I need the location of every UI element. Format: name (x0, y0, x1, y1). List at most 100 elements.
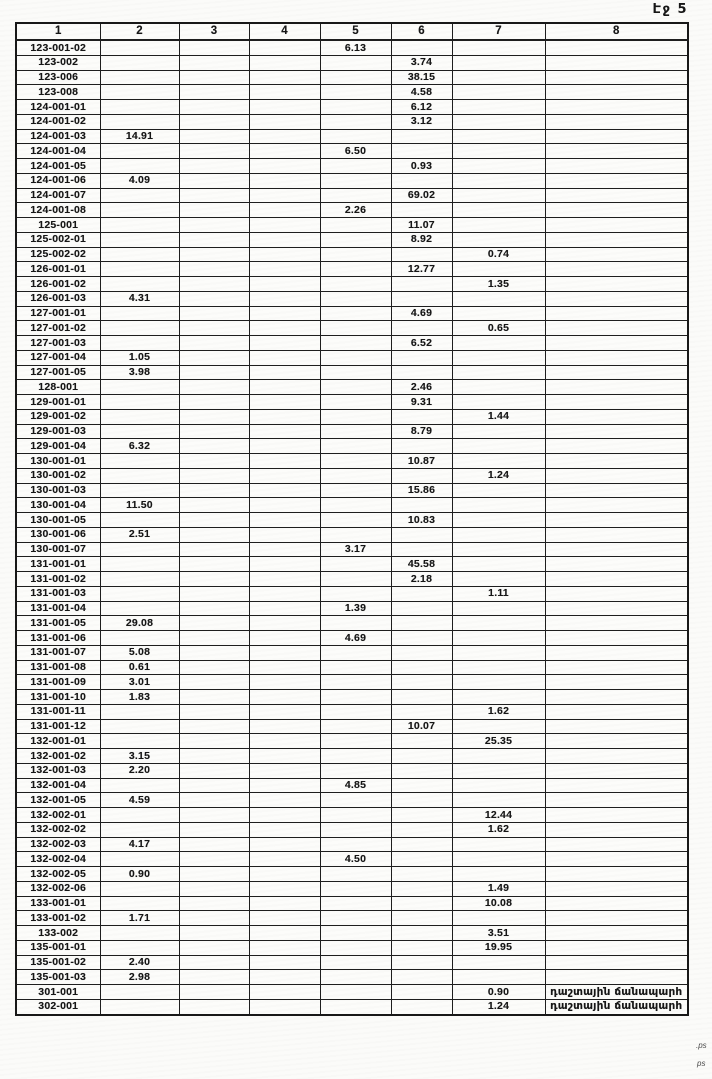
row-code-cell: 132-002-05 (15, 866, 101, 882)
value-cell (319, 644, 392, 661)
value-cell (178, 718, 250, 735)
value-cell (99, 394, 180, 410)
value-cell (248, 733, 321, 749)
value-cell (248, 984, 321, 1000)
row-code-cell: 132-001-03 (15, 762, 101, 779)
value-cell: 25.35 (451, 733, 546, 749)
value-cell (544, 158, 689, 174)
table-row: 131-001-11 1.62 (15, 703, 689, 720)
value-cell: 4.58 (390, 84, 453, 100)
table-row: 128-001 2.46 (15, 379, 689, 395)
value-cell (319, 866, 392, 882)
value-cell (248, 246, 321, 263)
value-cell (451, 851, 546, 867)
value-cell (319, 364, 392, 381)
value-cell (390, 364, 453, 381)
value-cell (544, 305, 689, 322)
value-cell (451, 158, 546, 174)
value-cell (248, 910, 321, 926)
value-cell (319, 128, 392, 145)
value-cell (178, 172, 250, 189)
table-row: 131-001-10 1.83 (15, 689, 689, 705)
value-cell (544, 408, 689, 425)
table-row: 130-001-02 1.24 (15, 467, 689, 484)
value-cell (248, 895, 321, 912)
value-cell (319, 821, 392, 838)
value-cell (178, 143, 250, 159)
value-cell (390, 438, 453, 454)
value-cell (451, 866, 546, 882)
value-cell (451, 674, 546, 690)
value-cell (99, 630, 180, 646)
value-cell (99, 541, 180, 558)
row-code-cell: 131-001-10 (15, 689, 101, 705)
table-row: 301-001 0.90 դաշտային ճանապարհ (15, 984, 689, 1000)
value-cell (451, 394, 546, 410)
value-cell (319, 349, 392, 366)
value-cell (390, 615, 453, 631)
value-cell (248, 39, 321, 56)
table-row: 124-001-03 14.91 (15, 128, 689, 145)
row-code-cell: 302-001 (15, 998, 101, 1016)
table-row: 132-001-02 3.15 (15, 748, 689, 764)
value-cell (544, 659, 689, 676)
value-cell (390, 821, 453, 838)
value-cell (248, 689, 321, 705)
value-cell (319, 910, 392, 926)
value-cell (99, 733, 180, 749)
value-cell (390, 910, 453, 926)
table-row: 125-002-02 0.74 (15, 246, 689, 263)
table-row: 131-001-02 2.18 (15, 571, 689, 587)
table-row: 131-001-01 45.58 (15, 556, 689, 572)
value-cell (319, 615, 392, 631)
row-code-cell: 125-002-01 (15, 231, 101, 248)
value-cell (451, 217, 546, 233)
value-cell (178, 305, 250, 322)
table-row: 127-001-05 3.98 (15, 364, 689, 381)
value-cell (544, 99, 689, 115)
table-row: 131-001-09 3.01 (15, 674, 689, 690)
value-cell: 1.24 (451, 998, 546, 1016)
row-code-cell: 129-001-03 (15, 423, 101, 440)
value-cell (544, 467, 689, 484)
value-cell (451, 718, 546, 735)
value-cell (390, 246, 453, 263)
table-row: 133-001-01 10.08 (15, 895, 689, 912)
row-code-cell: 124-001-08 (15, 202, 101, 218)
value-cell (178, 969, 250, 985)
value-cell (390, 925, 453, 941)
row-code-cell: 131-001-12 (15, 718, 101, 735)
value-cell (451, 143, 546, 159)
value-cell (178, 217, 250, 233)
value-cell (248, 585, 321, 602)
value-cell (319, 718, 392, 735)
value-cell (451, 748, 546, 764)
value-cell (544, 630, 689, 646)
value-cell (319, 689, 392, 705)
row-code-cell: 131-001-08 (15, 659, 101, 676)
value-cell (178, 571, 250, 587)
value-cell (178, 290, 250, 307)
value-cell (248, 305, 321, 322)
value-cell (544, 526, 689, 543)
table-row: 131-001-03 1.11 (15, 585, 689, 602)
table-row: 130-001-04 11.50 (15, 497, 689, 513)
row-code-cell: 129-001-01 (15, 394, 101, 410)
value-cell (390, 954, 453, 971)
value-cell (319, 880, 392, 897)
column-header-1: 1 (15, 22, 101, 41)
table-row: 127-001-03 6.52 (15, 335, 689, 351)
value-cell (248, 217, 321, 233)
table-row: 124-001-07 69.02 (15, 187, 689, 204)
value-cell (390, 984, 453, 1000)
table-row: 129-001-04 6.32 (15, 438, 689, 454)
value-cell: 2.51 (99, 526, 180, 543)
row-code-cell: 132-002-01 (15, 807, 101, 823)
value-cell: 1.05 (99, 349, 180, 366)
table-row: 130-001-07 3.17 (15, 541, 689, 558)
value-cell (451, 497, 546, 513)
value-cell (319, 54, 392, 71)
value-cell (544, 703, 689, 720)
value-cell (390, 866, 453, 882)
